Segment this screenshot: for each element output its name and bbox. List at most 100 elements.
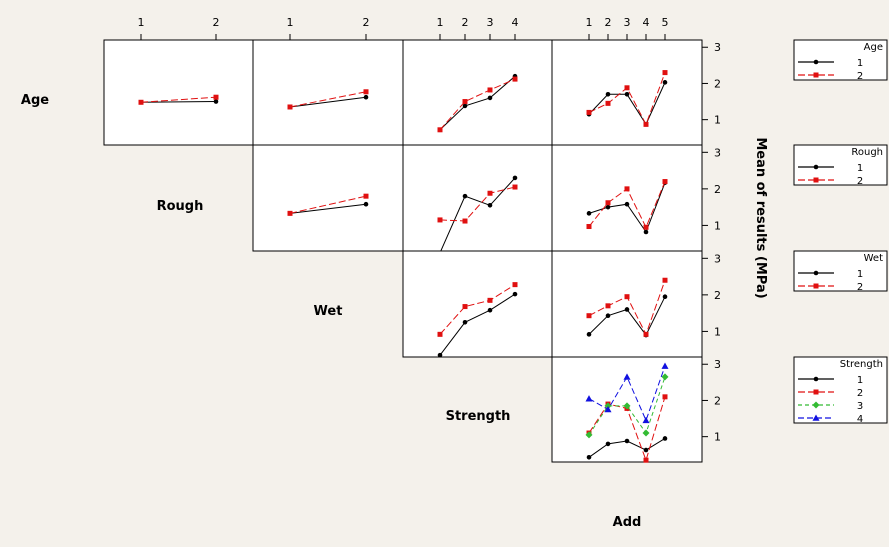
legend-entry-label: 1 — [857, 375, 863, 386]
data-point — [586, 313, 592, 319]
data-point — [213, 99, 219, 104]
factor-label-strength: Strength — [446, 409, 511, 424]
panel-frame — [252, 39, 404, 146]
legend-swatch-marker — [813, 376, 819, 382]
data-point — [605, 92, 611, 97]
legend-rough: Rough 1 2 — [793, 144, 888, 187]
legend-swatch-marker — [813, 270, 819, 276]
panel-wet-by-add — [551, 250, 703, 358]
data-point — [462, 99, 468, 105]
series-line-2 — [439, 78, 516, 131]
y-tick-label: 3 — [714, 146, 721, 159]
legend-entry-label: 2 — [857, 176, 863, 187]
series-line-1 — [439, 177, 516, 254]
data-point — [512, 175, 518, 181]
panel-frame — [551, 144, 703, 252]
data-point — [287, 104, 293, 110]
data-point — [662, 70, 668, 76]
legend-title: Age — [864, 42, 883, 53]
data-point — [643, 457, 649, 463]
series-line-1 — [289, 203, 367, 214]
x-tick-label: 2 — [363, 16, 370, 29]
legend-entry-label: 1 — [857, 58, 863, 69]
data-point — [662, 436, 668, 441]
data-point — [287, 210, 293, 216]
series-line-2 — [439, 284, 516, 335]
legend-title: Wet — [864, 253, 883, 264]
y-tick-label: 3 — [714, 41, 721, 54]
panel-age-by-strength — [402, 39, 553, 146]
data-point — [624, 307, 630, 312]
data-point — [512, 282, 518, 288]
factor-label-add: Add — [613, 515, 642, 530]
data-point — [213, 94, 219, 100]
data-point — [624, 201, 630, 207]
data-point — [624, 85, 630, 91]
series-line-2 — [289, 91, 367, 108]
data-point — [605, 200, 611, 206]
data-point — [487, 307, 493, 313]
x-tick-label: 1 — [586, 16, 593, 29]
x-tick-label: 1 — [287, 16, 294, 29]
data-point — [605, 204, 611, 210]
legend-entry-label: 1 — [857, 269, 863, 280]
data-point — [604, 402, 612, 410]
data-point — [624, 294, 630, 300]
data-point — [662, 277, 668, 283]
panel-frame — [252, 144, 404, 252]
data-point — [661, 373, 669, 381]
y-tick-label: 3 — [714, 252, 721, 265]
legend-title: Rough — [851, 147, 883, 158]
data-point — [605, 313, 611, 318]
y-tick-label: 1 — [714, 114, 721, 127]
data-point — [586, 224, 592, 230]
data-point — [642, 416, 650, 424]
data-point — [585, 395, 593, 402]
series-line-1 — [140, 101, 217, 103]
series-line-1 — [439, 75, 516, 131]
data-point — [585, 431, 593, 439]
data-point — [643, 224, 649, 230]
panel-frame — [402, 144, 553, 252]
data-point — [643, 121, 649, 127]
x-tick-label: 1 — [138, 16, 145, 29]
series-line-1 — [439, 293, 516, 356]
legend-box — [793, 356, 888, 424]
data-point — [462, 193, 468, 199]
legend-swatch-marker — [813, 177, 819, 183]
legend-entry-label: 2 — [857, 282, 863, 293]
panel-strength-by-add — [551, 356, 703, 463]
legend-swatch-marker — [812, 414, 820, 421]
legend-entry-label: 2 — [857, 71, 863, 82]
data-point — [487, 203, 493, 208]
series-line-2 — [140, 96, 217, 103]
y-tick-label: 1 — [714, 325, 721, 338]
y-tick-label: 2 — [714, 183, 721, 196]
x-tick-label: 2 — [213, 16, 220, 29]
y-axis-label: Mean of results (MPa) — [753, 137, 768, 298]
data-point — [437, 127, 443, 133]
data-point — [624, 438, 630, 444]
legend-swatch-marker — [812, 401, 820, 409]
legend-entry-label: 3 — [857, 401, 863, 412]
data-point — [138, 99, 144, 105]
legend-swatch-marker — [813, 283, 819, 289]
legend-entry-label: 4 — [857, 414, 863, 425]
data-point — [662, 394, 668, 400]
data-point — [586, 109, 592, 115]
data-point — [462, 103, 468, 109]
data-point — [605, 100, 611, 106]
x-tick-label: 5 — [662, 16, 669, 29]
data-point — [604, 406, 612, 413]
data-point — [586, 332, 592, 337]
series-line-3 — [588, 376, 666, 436]
legend-box — [793, 144, 888, 186]
data-point — [363, 89, 369, 95]
panel-frame — [402, 250, 553, 358]
data-point — [437, 331, 443, 337]
data-point — [661, 362, 669, 369]
panel-rough-by-strength — [402, 144, 553, 256]
data-point — [642, 429, 650, 437]
panel-age-by-wet — [252, 39, 404, 146]
